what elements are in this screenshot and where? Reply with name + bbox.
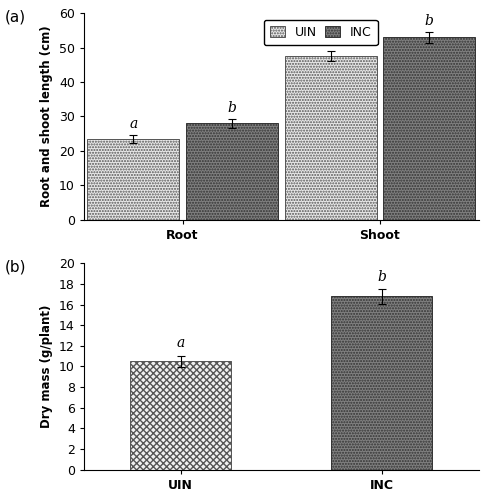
Text: (b): (b)	[5, 259, 26, 274]
Text: b: b	[227, 101, 236, 115]
Text: b: b	[425, 14, 434, 28]
Bar	[131, 362, 231, 470]
Bar	[332, 296, 432, 470]
Text: a: a	[177, 336, 185, 350]
Y-axis label: Dry mass (g/plant): Dry mass (g/plant)	[40, 305, 54, 428]
Bar	[186, 124, 278, 220]
Text: (a): (a)	[5, 9, 26, 24]
Text: a: a	[326, 33, 335, 47]
Legend: UIN, INC: UIN, INC	[264, 20, 377, 45]
Text: a: a	[129, 116, 137, 130]
Bar	[87, 139, 179, 220]
Bar	[383, 38, 475, 220]
Text: b: b	[377, 270, 386, 284]
Bar	[284, 56, 376, 220]
Y-axis label: Root and shoot length (cm): Root and shoot length (cm)	[40, 26, 53, 208]
